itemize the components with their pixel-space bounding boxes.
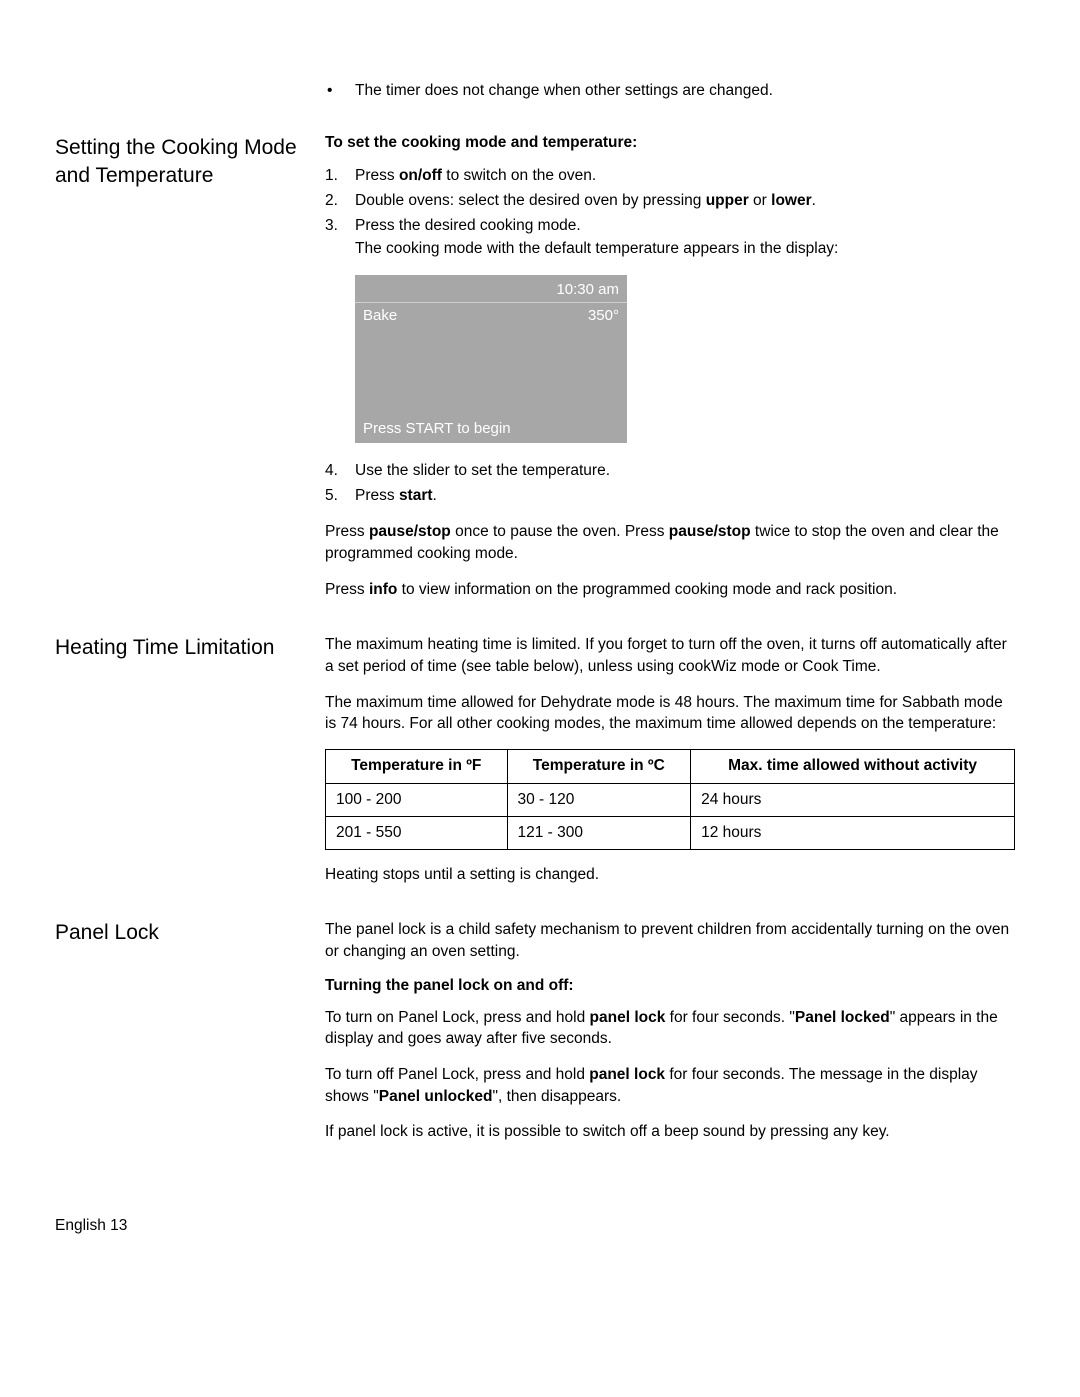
table-cell: 121 - 300 [507, 816, 691, 849]
bold-text: pause/stop [669, 523, 751, 540]
page-footer: English 13 [55, 1217, 1015, 1235]
bold-text: on/off [399, 167, 442, 184]
paragraph: The maximum heating time is limited. If … [325, 634, 1015, 677]
section-cooking-mode: Setting the Cooking Mode and Temperature… [55, 134, 1015, 615]
display-spacer [355, 328, 627, 416]
text: Press [325, 581, 369, 598]
table-cell: 100 - 200 [326, 783, 508, 816]
paragraph: The maximum time allowed for Dehydrate m… [325, 692, 1015, 735]
oven-display-panel: 10:30 am Bake 350° Press START to begin [355, 275, 627, 443]
paragraph: Press pause/stop once to pause the oven.… [325, 521, 1015, 564]
list-item: 3. Press the desired cooking mode. The c… [325, 214, 1015, 261]
text: once to pause the oven. Press [451, 523, 669, 540]
bullet-icon: • [325, 80, 355, 102]
step-text: Press the desired cooking mode. The cook… [355, 214, 1015, 261]
text: . [433, 487, 437, 504]
bold-text: start [399, 487, 433, 504]
paragraph: To turn off Panel Lock, press and hold p… [325, 1064, 1015, 1107]
step-number: 4. [325, 459, 355, 482]
bold-text: Panel unlocked [379, 1088, 493, 1105]
table-cell: 201 - 550 [326, 816, 508, 849]
bold-text: info [369, 581, 397, 598]
display-prompt-row: Press START to begin [355, 416, 627, 443]
list-item: 4. Use the slider to set the temperature… [325, 459, 1015, 482]
table-cell: 12 hours [691, 816, 1015, 849]
subheading: To set the cooking mode and temperature: [325, 134, 1015, 152]
paragraph: Press info to view information on the pr… [325, 579, 1015, 601]
text: to switch on the oven. [442, 167, 596, 184]
text: to view information on the programmed co… [397, 581, 897, 598]
text: Press [355, 487, 399, 504]
step-number: 5. [325, 484, 355, 507]
subheading: Turning the panel lock on and off: [325, 977, 1015, 995]
display-mode-row: Bake 350° [355, 303, 627, 328]
display-time-row: 10:30 am [355, 275, 627, 303]
text: Press [325, 523, 369, 540]
bold-text: panel lock [590, 1009, 666, 1026]
step-text: Press start. [355, 484, 1015, 507]
display-mode: Bake [363, 307, 397, 324]
bold-text: upper [706, 192, 749, 209]
text: To turn off Panel Lock, press and hold [325, 1066, 589, 1083]
step-number: 1. [325, 164, 355, 187]
text: for four seconds. " [665, 1009, 795, 1026]
bold-text: pause/stop [369, 523, 451, 540]
display-clock: 10:30 am [556, 281, 619, 298]
paragraph: Heating stops until a setting is changed… [325, 864, 1015, 886]
text: . [812, 192, 816, 209]
text: To turn on Panel Lock, press and hold [325, 1009, 590, 1026]
section-heating-time: Heating Time Limitation The maximum heat… [55, 634, 1015, 899]
display-temperature: 350° [588, 307, 619, 324]
text: Press [355, 167, 399, 184]
step-number: 3. [325, 214, 355, 237]
paragraph: The panel lock is a child safety mechani… [325, 919, 1015, 962]
heating-time-table: Temperature in ºF Temperature in ºC Max.… [325, 749, 1015, 850]
bold-text: panel lock [589, 1066, 665, 1083]
text: Double ovens: select the desired oven by… [355, 192, 706, 209]
list-item: 5. Press start. [325, 484, 1015, 507]
section-heading: Setting the Cooking Mode and Temperature [55, 134, 313, 191]
table-header: Temperature in ºC [507, 750, 691, 784]
table-header: Max. time allowed without activity [691, 750, 1015, 784]
paragraph: If panel lock is active, it is possible … [325, 1121, 1015, 1143]
top-bullet-block: • The timer does not change when other s… [55, 80, 1015, 114]
section-heading: Heating Time Limitation [55, 634, 313, 662]
table-header: Temperature in ºF [326, 750, 508, 784]
paragraph: To turn on Panel Lock, press and hold pa… [325, 1007, 1015, 1050]
text: or [749, 192, 771, 209]
text: Max. time allowed without activity [728, 757, 977, 774]
display-prompt: Press START to begin [363, 420, 511, 437]
text: ", then disappears. [492, 1088, 621, 1105]
list-item: 2. Double ovens: select the desired oven… [325, 189, 1015, 212]
table-row: 100 - 200 30 - 120 24 hours [326, 783, 1015, 816]
bold-text: Panel locked [795, 1009, 890, 1026]
list-item: • The timer does not change when other s… [325, 80, 1015, 102]
step-text: Press on/off to switch on the oven. [355, 164, 1015, 187]
document-page: • The timer does not change when other s… [55, 80, 1015, 1235]
text: Press the desired cooking mode. [355, 217, 581, 234]
list-item: 1. Press on/off to switch on the oven. [325, 164, 1015, 187]
table-header-row: Temperature in ºF Temperature in ºC Max.… [326, 750, 1015, 784]
table-cell: 24 hours [691, 783, 1015, 816]
step-text: Double ovens: select the desired oven by… [355, 189, 1015, 212]
section-heading: Panel Lock [55, 919, 313, 947]
step-number: 2. [325, 189, 355, 212]
bullet-text: The timer does not change when other set… [355, 80, 773, 102]
table-cell: 30 - 120 [507, 783, 691, 816]
table-row: 201 - 550 121 - 300 12 hours [326, 816, 1015, 849]
bullet-list: • The timer does not change when other s… [325, 80, 1015, 102]
bold-text: lower [771, 192, 811, 209]
text: The cooking mode with the default temper… [355, 240, 838, 257]
section-panel-lock: Panel Lock The panel lock is a child saf… [55, 919, 1015, 1157]
ordered-steps: 1. Press on/off to switch on the oven. 2… [325, 164, 1015, 261]
step-text: Use the slider to set the temperature. [355, 459, 1015, 482]
ordered-steps-cont: 4. Use the slider to set the temperature… [325, 459, 1015, 508]
